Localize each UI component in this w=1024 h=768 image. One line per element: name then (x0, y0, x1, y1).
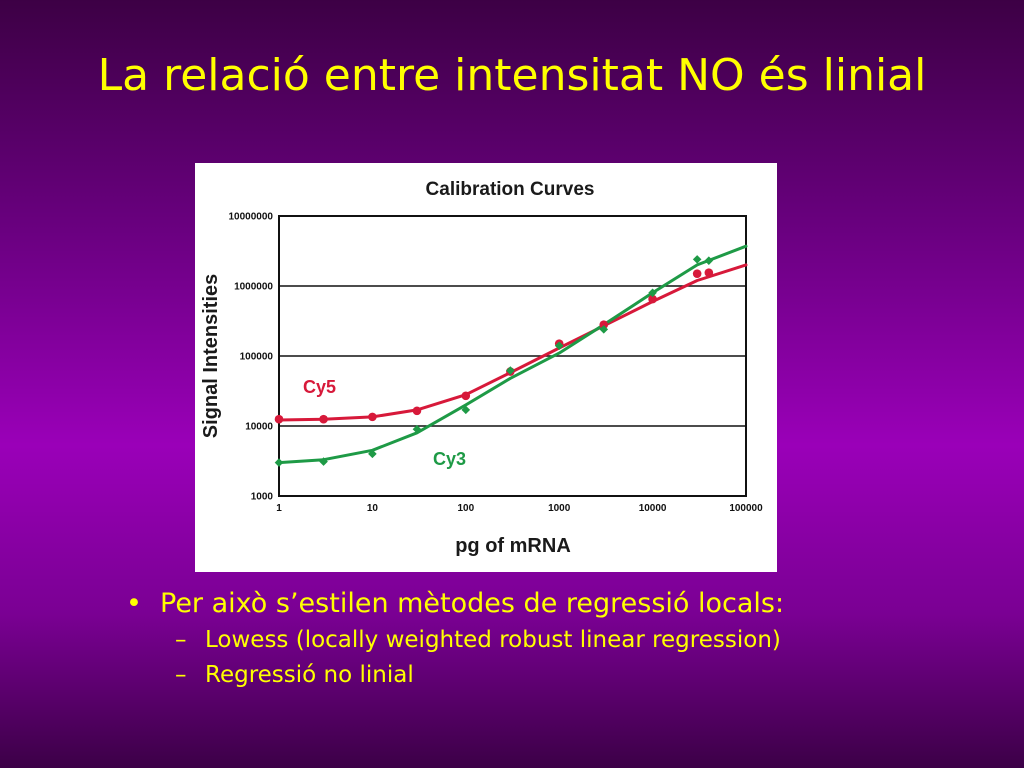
x-tick-label: 10 (367, 503, 379, 514)
point-cy3 (368, 449, 377, 459)
point-cy3 (506, 366, 515, 375)
point-cy3 (412, 424, 422, 434)
y-tick-label: 10000 (245, 422, 273, 433)
point-cy3 (554, 341, 564, 351)
point-cy5 (648, 294, 657, 304)
series-label-cy5: Cy5 (303, 377, 336, 397)
bullet-marker: • (126, 588, 142, 619)
y-tick-label: 10000000 (229, 212, 274, 223)
chart-title: Calibration Curves (426, 179, 595, 200)
y-axis-label: Signal Intensities (200, 274, 222, 438)
x-axis-ticks: 1 10 100 1000 10000 100000 (276, 503, 763, 514)
sub-bullet-text: Lowess (locally weighted robust linear r… (205, 627, 781, 653)
x-tick-label: 100000 (729, 503, 763, 514)
point-cy3 (599, 325, 609, 334)
point-cy5 (704, 268, 714, 277)
bullet-item: • Per això s’estilen mètodes de regressi… (120, 588, 920, 620)
x-tick-label: 1000 (548, 503, 571, 514)
x-tick-label: 100 (457, 503, 474, 514)
point-cy3 (692, 255, 702, 264)
series-label-cy3: Cy3 (433, 449, 466, 469)
y-axis-ticks: 1000 10000 100000 1000000 10000000 (229, 212, 274, 503)
x-axis-label: pg of mRNA (455, 535, 571, 557)
bullet-list: • Per això s’estilen mètodes de regressi… (120, 588, 920, 690)
point-cy5 (461, 391, 471, 401)
x-tick-label: 1 (276, 503, 282, 514)
point-cy5 (274, 414, 284, 424)
point-cy5 (599, 320, 609, 329)
dash-marker: – (175, 662, 187, 688)
slide-title: La relació entre intensitat NO és linial (97, 50, 927, 101)
sub-bullet-text: Regressió no linial (205, 662, 414, 688)
gridlines (279, 285, 746, 427)
point-cy5 (692, 269, 702, 278)
y-tick-label: 1000 (251, 492, 274, 503)
fit-curve-cy5 (277, 263, 748, 422)
chart-panel: Calibration Curves 1000 10000 100000 100000… (195, 163, 777, 572)
data-points (274, 255, 714, 467)
point-cy3 (648, 288, 657, 298)
bullet-text: Per això s’estilen mètodes de regressió … (160, 588, 785, 619)
point-cy5 (319, 414, 328, 424)
fit-curves (277, 244, 748, 465)
point-cy5 (412, 406, 422, 416)
sub-bullet-item: – Regressió no linial (120, 661, 920, 690)
y-tick-label: 1000000 (234, 282, 273, 293)
point-cy3 (274, 458, 284, 467)
y-tick-label: 100000 (240, 352, 274, 363)
point-cy3 (461, 405, 471, 415)
sub-bullet-item: – Lowess (locally weighted robust linear… (120, 626, 920, 655)
x-tick-label: 10000 (639, 503, 667, 514)
point-cy3 (704, 256, 714, 265)
point-cy5 (368, 412, 377, 422)
calibration-chart: Calibration Curves 1000 10000 100000 100000… (200, 179, 763, 557)
dash-marker: – (175, 627, 187, 653)
fit-curve-cy3 (277, 244, 748, 465)
